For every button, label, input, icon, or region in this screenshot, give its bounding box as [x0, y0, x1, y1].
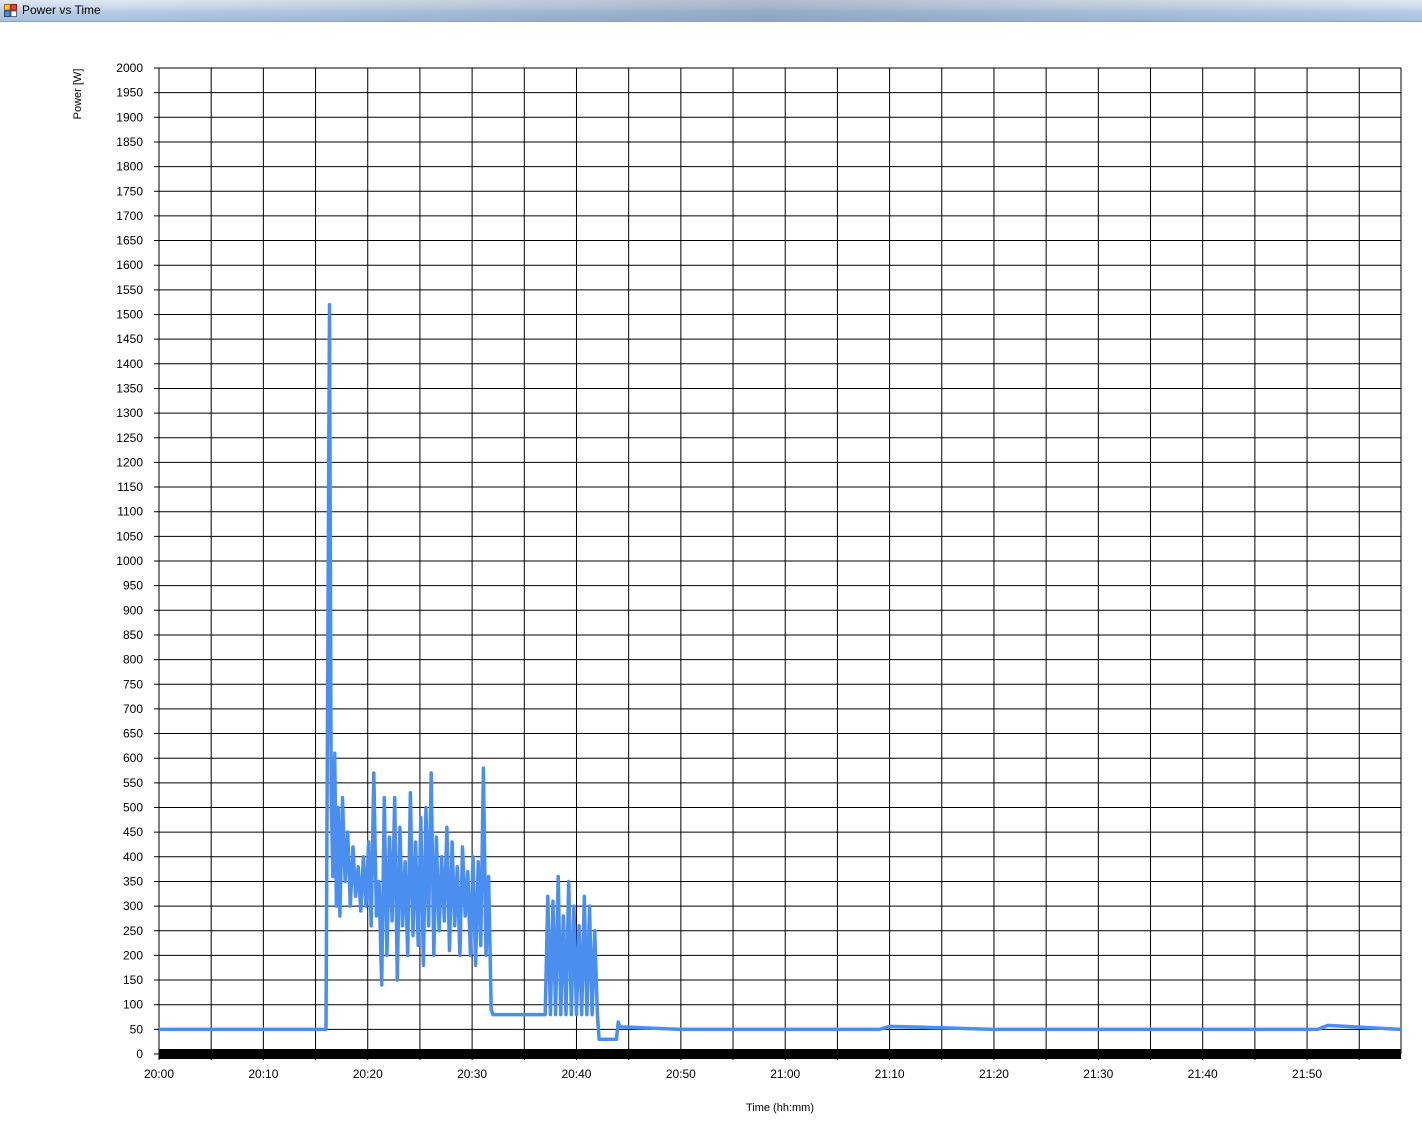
y-tick-label: 0: [136, 1047, 143, 1061]
chart-grid: [154, 67, 1402, 1060]
x-tick-label: 21:20: [979, 1067, 1009, 1081]
y-tick-label: 1000: [116, 554, 143, 568]
x-tick-label: 20:00: [144, 1067, 174, 1081]
x-tick-label: 20:50: [666, 1067, 696, 1081]
x-tick-label: 21:50: [1292, 1067, 1322, 1081]
y-tick-label: 1750: [116, 184, 143, 198]
y-tick-label: 1400: [116, 357, 143, 371]
x-tick-label: 21:00: [770, 1067, 800, 1081]
y-tick-label: 150: [123, 973, 143, 987]
y-tick-label: 800: [123, 653, 143, 667]
app-window-icon: [4, 4, 17, 17]
y-tick-label: 1950: [116, 86, 143, 100]
y-tick-label: 1650: [116, 234, 143, 248]
y-axis-title: Power [W]: [72, 69, 84, 120]
power-time-chart: 0 50 100 150 200 250 300 350 400 450 500 550 600 650 7…: [72, 61, 1402, 1114]
y-tick-label: 1350: [116, 381, 143, 395]
x-tick-label: 20:20: [353, 1067, 383, 1081]
y-tick-label: 1050: [116, 529, 143, 543]
x-tick-label: 20:30: [457, 1067, 487, 1081]
x-tick-label: 21:40: [1188, 1067, 1218, 1081]
y-tick-label: 1700: [116, 209, 143, 223]
background-window-blur: [110, 0, 1422, 21]
y-tick-label: 200: [123, 948, 143, 962]
y-tick-label: 400: [123, 850, 143, 864]
y-tick-label: 1550: [116, 283, 143, 297]
y-tick-label: 600: [123, 751, 143, 765]
power-series-line: [159, 302, 1402, 1041]
y-tick-label: 1900: [116, 110, 143, 124]
y-tick-label: 350: [123, 874, 143, 888]
y-tick-label: 750: [123, 677, 143, 691]
y-tick-label: 250: [123, 924, 143, 938]
y-tick-label: 850: [123, 628, 143, 642]
y-tick-label: 700: [123, 702, 143, 716]
y-tick-label: 1500: [116, 308, 143, 322]
y-tick-label: 450: [123, 825, 143, 839]
x-axis-band: [159, 1049, 1401, 1059]
y-tick-label: 650: [123, 727, 143, 741]
y-tick-label: 1600: [116, 258, 143, 272]
y-tick-label: 950: [123, 579, 143, 593]
x-tick-label: 20:40: [561, 1067, 591, 1081]
x-axis-title: Time (hh:mm): [746, 1102, 814, 1114]
window-title-bar: Power vs Time: [0, 0, 1422, 22]
y-tick-label: 50: [130, 1022, 144, 1036]
x-axis-baseline: [159, 1049, 1401, 1059]
y-tick-label: 1200: [116, 455, 143, 469]
y-tick-label: 1450: [116, 332, 143, 346]
window-title: Power vs Time: [22, 3, 101, 17]
y-tick-label: 1800: [116, 160, 143, 174]
y-tick-label: 1100: [117, 505, 143, 519]
y-tick-label: 1150: [117, 480, 143, 494]
y-tick-label: 100: [123, 998, 143, 1012]
y-tick-label: 900: [123, 603, 143, 617]
x-tick-labels: 20:00 20:10 20:20 20:30 20:40 20:50 21:00 21:10…: [144, 1067, 1322, 1081]
y-tick-label: 2000: [116, 61, 143, 75]
y-tick-label: 550: [123, 776, 143, 790]
x-tick-label: 20:10: [248, 1067, 278, 1081]
y-tick-label: 300: [123, 899, 143, 913]
y-tick-label: 1850: [116, 135, 143, 149]
y-tick-label: 1250: [116, 431, 143, 445]
y-tick-labels: 0 50 100 150 200 250 300 350 400 450 500 550 600 650 7…: [116, 61, 143, 1061]
y-tick-label: 1300: [116, 406, 143, 420]
x-tick-label: 21:30: [1083, 1067, 1113, 1081]
x-tick-label: 21:10: [875, 1067, 905, 1081]
y-tick-label: 500: [123, 801, 143, 815]
